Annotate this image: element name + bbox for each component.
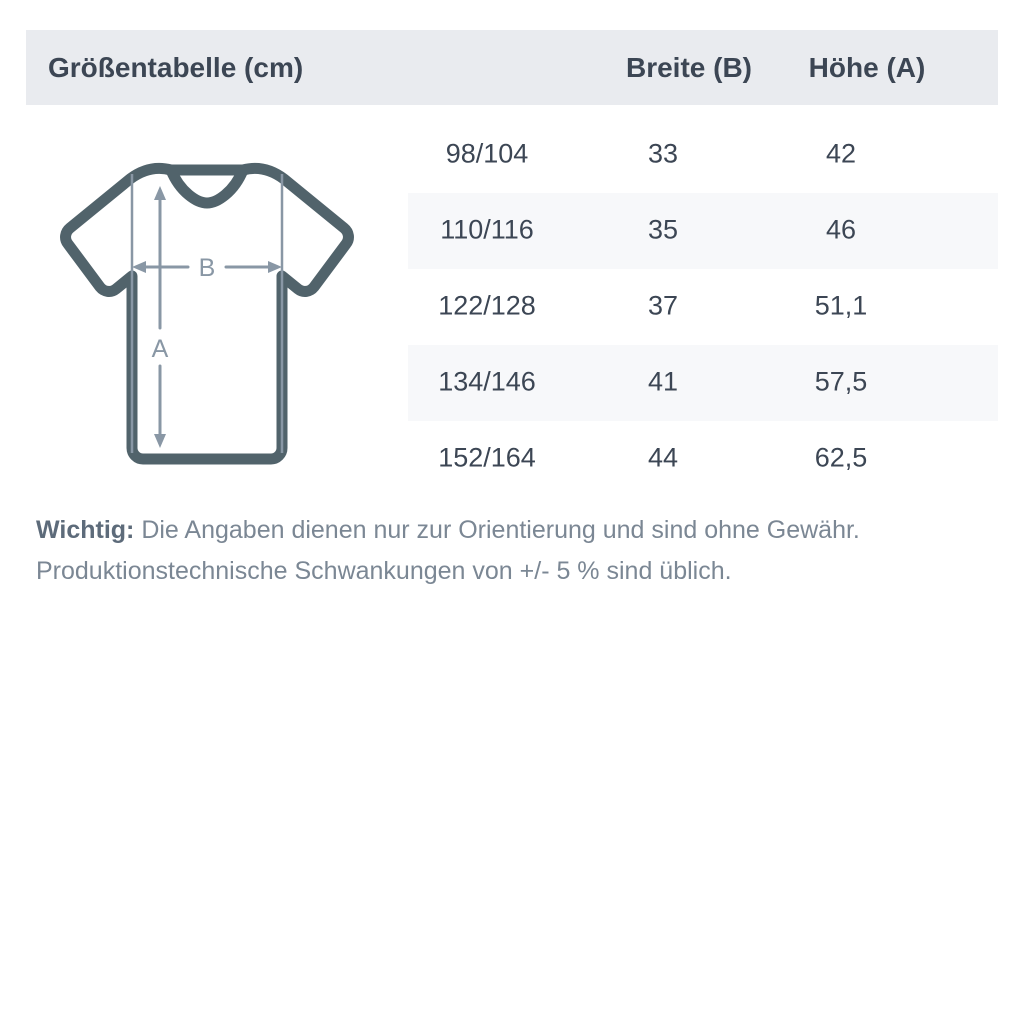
cell-size: 122/128 [438, 290, 536, 321]
cell-size: 110/116 [440, 214, 534, 245]
measurement-guide-lines [130, 174, 284, 453]
disclaimer-label: Wichtig: [36, 516, 135, 544]
row-stripe [408, 193, 998, 269]
cell-height: 51,1 [814, 290, 868, 321]
width-label: B [199, 254, 216, 282]
height-label: A [152, 335, 169, 363]
cell-height: 57,5 [814, 366, 868, 397]
width-arrowhead-right [268, 261, 282, 273]
height-arrowhead-bottom [154, 434, 166, 448]
cell-size: 98/104 [445, 138, 529, 169]
tshirt-diagram: B A [56, 148, 376, 492]
cell-height: 42 [825, 138, 857, 169]
cell-width: 41 [647, 366, 679, 397]
row-stripe [408, 345, 998, 421]
disclaimer-line-1: Wichtig: Die Angaben dienen nur zur Orie… [36, 510, 996, 551]
disclaimer-line-2: Produktionstechnische Schwankungen von +… [36, 557, 732, 585]
page-title: Größentabelle (cm) [48, 51, 304, 83]
cell-width: 33 [647, 138, 679, 169]
disclaimer-text-1: Die Angaben dienen nur zur Orientierung … [134, 516, 860, 544]
size-table-body: 98/104 33 42 110/116 35 46 122/128 37 51… [0, 116, 1024, 496]
table-row: 134/146 41 57,5 [0, 344, 1024, 420]
cell-size: 134/146 [438, 366, 536, 397]
disclaimer-note: Wichtig: Die Angaben dienen nur zur Orie… [36, 510, 996, 592]
cell-width: 37 [647, 290, 679, 321]
table-row: 152/164 44 62,5 [0, 420, 1024, 496]
cell-height: 62,5 [814, 442, 868, 473]
cell-width: 35 [647, 214, 679, 245]
cell-width: 44 [647, 442, 679, 473]
cell-size: 152/164 [438, 442, 536, 473]
height-arrowhead-top [154, 186, 166, 200]
tshirt-outline-icon [60, 162, 354, 465]
cell-height: 46 [825, 214, 857, 245]
column-header-width: Breite (B) [625, 51, 753, 83]
table-header-band: Größentabelle (cm) Breite (B) Höhe (A) [26, 30, 998, 105]
column-header-height: Höhe (A) [808, 51, 926, 83]
table-row: 122/128 37 51,1 [0, 268, 1024, 344]
table-row: 110/116 35 46 [0, 192, 1024, 268]
table-row: 98/104 33 42 [0, 116, 1024, 192]
width-arrowhead-left [132, 261, 146, 273]
